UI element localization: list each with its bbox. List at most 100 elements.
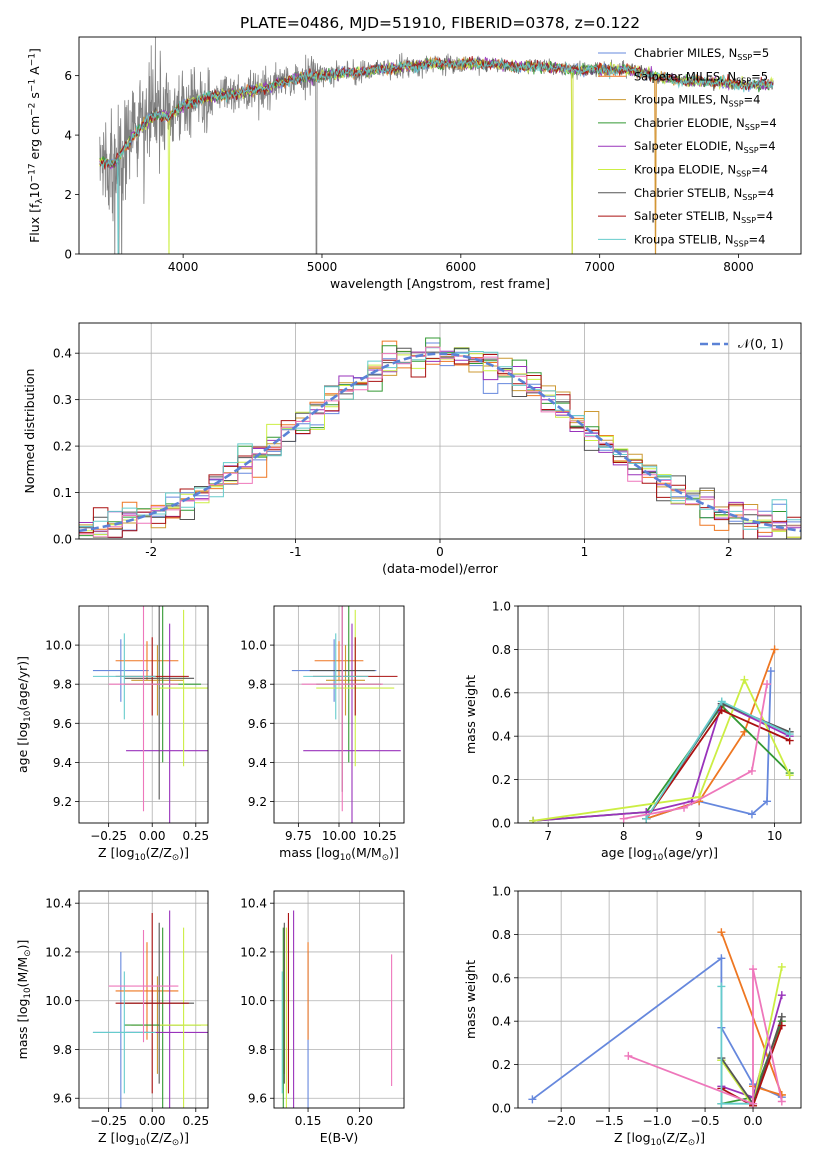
x-axis-label-part: Z [log (98, 1130, 134, 1145)
y-axis-label: mass weight (463, 960, 478, 1039)
mass-weight-marker (717, 928, 726, 937)
x-axis-label-part: (M/M (351, 845, 382, 860)
axes-mass-vs-EBV: 0.15 0.20 9.6 9.8 10.0 10.2 10.4 E(B-V) (240, 890, 405, 1145)
mass-weight-marker (717, 706, 726, 715)
x-axis-label-part: (Z/Z (662, 1130, 688, 1145)
y-tick-label: 9.8 (248, 678, 267, 692)
mass-weight-marker (777, 1012, 786, 1021)
frame-spectrum: 4000 5000 6000 7000 8000 0 2 4 6 wavelength [Angs… (64, 36, 802, 291)
y-tick-label: 9.8 (53, 1043, 72, 1057)
plot-area-mass-vs-EBV (281, 910, 393, 1108)
x-tick-label: 9 (695, 829, 703, 843)
axes-age-vs-mass: 9.75 10.00 10.25 9.2 9.4 9.6 9.8 10.0 mass [log1… (240, 605, 405, 863)
x-axis-label: wavelength [Angstrom, rest frame] (330, 276, 550, 291)
x-tick-label: 0 (436, 545, 444, 559)
legend-entry-sub: SSP (741, 216, 756, 225)
frame-age-vs-mass: 9.75 10.00 10.25 9.2 9.4 9.6 9.8 10.0 mass [log1… (240, 605, 405, 863)
x-tick-label: 9.75 (285, 829, 312, 843)
x-axis-label: age [log10(age/yr)] (601, 845, 718, 863)
x-tick-label: 0.25 (182, 1114, 209, 1128)
mass-weight-marker (770, 645, 779, 654)
x-tick-label: −0.25 (90, 829, 127, 843)
y-tick-label: 0.2 (492, 773, 511, 787)
legend-entry-sub: SSP (744, 146, 759, 155)
y-tick-label: 0 (64, 248, 72, 262)
y-tick-label: 1.0 (492, 885, 511, 899)
normal-curve (79, 352, 801, 533)
legend-entry-count: =4 (744, 93, 761, 107)
legend-entry-name: Salpeter ELODIE, N (634, 139, 744, 153)
y-tick-label: 9.6 (248, 717, 267, 731)
frame-residuals: -2 -1 0 1 2 0.0 0.1 0.2 0.3 0.4 (data-model)/error… (22, 322, 802, 576)
y-tick-label: 0.6 (492, 971, 511, 985)
mass-weight-marker (717, 1099, 726, 1108)
mass-weight-marker (619, 814, 628, 823)
y-tick-label: 10.0 (240, 639, 267, 653)
legend-entry-name: Chabrier MILES, N (634, 46, 737, 60)
mass-weight-marker (777, 991, 786, 1000)
axes-frame (517, 605, 802, 824)
x-axis-label: Z [log10(Z/Z⊙)] (98, 845, 189, 863)
y-tick-label: 0.0 (53, 533, 72, 547)
axes-age-vs-Z: −0.25 0.00 0.259.29.49.69.810.0Z [log10(Z/… (15, 605, 209, 863)
x-tick-label: 8 (620, 829, 628, 843)
legend-entry: Kroupa MILES, NSSP=4 (634, 93, 760, 109)
x-axis-label-part: )] (389, 845, 399, 860)
plot-area-spectrum (99, 37, 774, 254)
legend-entry-sub: SSP (745, 123, 760, 132)
x-tick-label: 10 (767, 829, 782, 843)
y-axis-label-part: −1 (28, 79, 38, 92)
y-axis-label-part: 10 (23, 711, 33, 722)
y-axis-label-part: (age/yr)] (15, 656, 30, 711)
mass-weight-line (532, 677, 791, 822)
mass-weight-line (623, 683, 768, 820)
y-tick-label: 0.0 (492, 817, 511, 831)
plot-area-residuals (79, 337, 801, 539)
x-axis-label-part: ⊙ (688, 1138, 695, 1148)
x-tick-label: −0.5 (690, 1114, 719, 1128)
legend-entry-sub: SSP (734, 239, 749, 248)
x-tick-label: 0.15 (295, 1114, 322, 1128)
y-tick-label: 0.4 (492, 1015, 511, 1029)
legend-entry-name: Salpeter STELIB, N (634, 209, 741, 223)
legend-entry-sub: SSP (729, 100, 744, 109)
y-tick-label: 10.2 (45, 945, 72, 959)
legend-entry-name: Kroupa MILES, N (634, 93, 729, 107)
x-axis-label-part: )] (695, 1130, 705, 1145)
legend-entry-count: =5 (752, 46, 769, 60)
y-axis-label-part: age [log (15, 722, 30, 773)
mass-weight-marker (624, 1051, 633, 1060)
mass-weight-marker (785, 771, 794, 780)
x-axis-label-part: ⊙ (172, 853, 179, 863)
y-tick-label: 9.6 (53, 1092, 72, 1106)
frame-mass-vs-EBV: 0.15 0.20 9.6 9.8 10.0 10.2 10.4 E(B-V) (240, 890, 405, 1145)
x-axis-label-part: Z [log (98, 845, 134, 860)
x-axis-label-part: 10 (340, 853, 351, 863)
mass-weight-marker (642, 814, 651, 823)
axes-frame (273, 890, 405, 1109)
legend-entry-count: =4 (756, 209, 773, 223)
y-tick-label: 2 (64, 188, 72, 202)
mass-weight-marker (747, 810, 756, 819)
legend-entry-name: Kroupa STELIB, N (634, 232, 734, 246)
legend-entry: 𝒩(0, 1) (738, 336, 784, 351)
x-axis-label-part: (age/yr)] (663, 845, 718, 860)
chart-title: PLATE=0486, MJD=51910, FIBERID=0378, z=0… (240, 14, 640, 32)
y-tick-label: 9.6 (53, 717, 72, 731)
y-tick-label: 9.4 (248, 756, 267, 770)
x-axis-label-part: ⊙ (382, 853, 389, 863)
mass-weight-marker (766, 667, 775, 676)
y-axis-label-part: A (27, 66, 42, 79)
x-tick-label: 7000 (584, 260, 615, 274)
legend-entry: Kroupa ELODIE, NSSP=4 (634, 163, 768, 179)
y-tick-label: 0.2 (53, 440, 72, 454)
y-tick-label: 9.2 (53, 795, 72, 809)
mass-weight-marker (763, 680, 772, 689)
x-axis-label-part: Z [log (614, 1130, 650, 1145)
y-tick-label: 10.2 (240, 945, 267, 959)
x-tick-label: 6000 (446, 260, 477, 274)
y-tick-label: 10.0 (45, 994, 72, 1008)
mass-weight-marker (785, 730, 794, 739)
y-tick-label: 0.2 (492, 1058, 511, 1072)
y-tick-label: 9.8 (248, 1043, 267, 1057)
